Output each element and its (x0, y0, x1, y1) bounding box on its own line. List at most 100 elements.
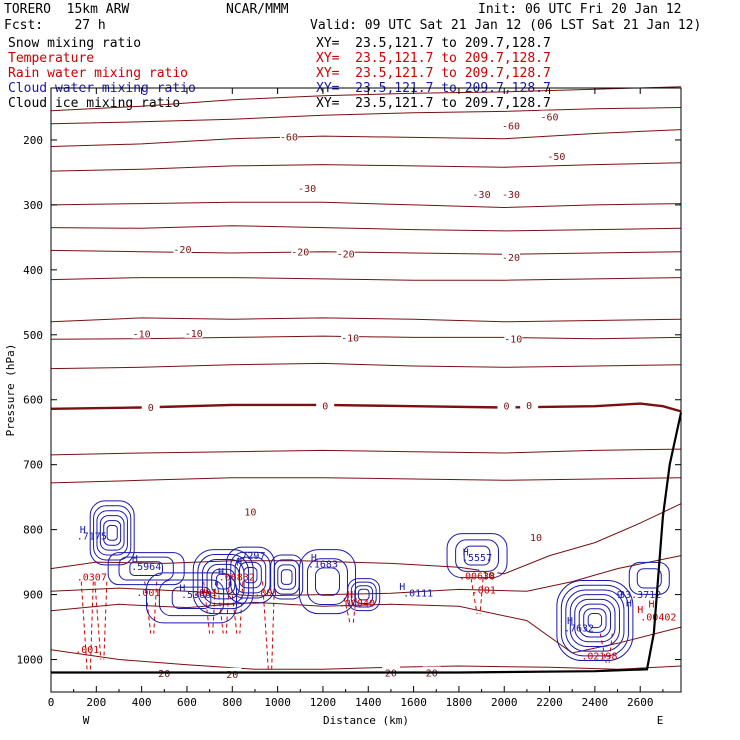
cloud-water-label: .5964 (131, 562, 161, 573)
cloud-water-contour (239, 561, 262, 589)
contour-label-bg (279, 130, 298, 142)
plot-frame (50, 87, 682, 693)
contour-label-bg (520, 398, 539, 410)
contour-label: -10 (133, 329, 151, 340)
y-tick-label: 300 (23, 199, 43, 212)
rain-contour (94, 581, 108, 660)
legend-entry: Rain water mixing ratio (8, 66, 189, 81)
cloud-water-label: .7175 (77, 531, 107, 542)
contour-label-bg (298, 182, 317, 194)
isotherm-line (50, 129, 682, 147)
cloud-water-contour (306, 558, 348, 605)
cloud-water-contour (171, 586, 212, 610)
legend-xy: XY= 23.5,121.7 to 209.7,128.7 (316, 51, 551, 66)
x-tick-label: 600 (177, 696, 197, 709)
cloud-water-contour (347, 578, 381, 612)
cloud-water-contour (243, 566, 258, 584)
cloud-water-contour (106, 524, 118, 541)
cloud-water-label: H (567, 616, 573, 627)
x-tick-label: 1200 (310, 696, 337, 709)
cloud-water-contour (455, 539, 499, 572)
header-center: NCAR/MMM (226, 2, 289, 17)
y-tick-label: 400 (23, 264, 43, 277)
contour-label: 20 (158, 669, 170, 680)
contour-label-bg (526, 530, 545, 542)
y-tick-label: 600 (23, 394, 43, 407)
rain-contour (203, 581, 217, 634)
cloud-water-contour (314, 567, 340, 596)
cloud-water-label: H (218, 567, 224, 578)
contour-label: -20 (173, 245, 191, 256)
cloud-water-contour (99, 515, 125, 551)
contour-label: -10 (504, 335, 522, 346)
isotherm-line (50, 335, 682, 340)
header-init: Init: 06 UTC Fri 20 Jan 12 (478, 2, 682, 17)
cloud-water-contour (350, 581, 377, 608)
cloud-water-contour (354, 585, 374, 604)
x-tick-label: 1400 (355, 696, 382, 709)
contour-label-bg (502, 187, 521, 199)
east-label: E (657, 714, 664, 727)
isotherm-line (50, 649, 682, 670)
rain-label: .001 (136, 588, 160, 599)
legend-entry: Snow mixing ratio (8, 36, 142, 51)
legend-xy: XY= 23.5,121.7 to 209.7,128.7 (316, 96, 551, 111)
cloud-water-contour (636, 568, 662, 589)
header-fcst: Fcst: 27 h (4, 18, 106, 33)
isotherm-line (50, 317, 682, 323)
cloud-water-label: H (132, 554, 138, 565)
rain-contour (343, 597, 357, 624)
cloud-water-contour (158, 579, 225, 617)
contour-label: -10 (341, 333, 359, 344)
cloud-water-contour (270, 554, 304, 600)
x-tick-label: 200 (86, 696, 106, 709)
cloud-water-contour (129, 561, 163, 576)
contour-label: 10 (482, 571, 494, 582)
cloud-water-contour (578, 603, 612, 638)
cloud-water-label: .0111 (403, 589, 433, 600)
cloud-water-contour (277, 564, 297, 590)
y-tick-label: 500 (23, 329, 43, 342)
contour-label-bg (241, 505, 260, 517)
contour-label-bg (502, 250, 521, 262)
cloud-water-contour (192, 549, 254, 615)
contour-label: 10 (244, 507, 256, 518)
header-title: TORERO 15km ARW (4, 2, 130, 17)
contour-label: 0 (322, 402, 328, 413)
contour-label: -20 (291, 248, 309, 259)
isotherm-line (50, 86, 682, 112)
rain-label: .02198 (581, 652, 617, 663)
isotherm-line (50, 477, 682, 484)
contour-label: 20 (426, 669, 438, 680)
contour-label: 0 (526, 401, 532, 412)
cloud-water-contour (107, 552, 185, 586)
isotherm-line (50, 448, 682, 456)
cloud-water-contour (201, 558, 245, 605)
rain-label: H (347, 590, 353, 601)
rain-label: H (649, 600, 655, 611)
cloud-water-contour (565, 589, 625, 652)
rain-label: .001 (75, 645, 99, 656)
contour-label-bg (341, 331, 360, 343)
rain-contour (216, 581, 230, 634)
isotherm-line (50, 402, 682, 413)
x-tick-label: 400 (132, 696, 152, 709)
cloud-water-label: H (80, 525, 86, 536)
cloud-water-contour (89, 500, 135, 566)
contour-label: -50 (547, 152, 565, 163)
contour-label: 10 (530, 533, 542, 544)
x-tick-label: 1000 (264, 696, 291, 709)
contour-label: 20 (385, 669, 397, 680)
contour-label-bg (184, 326, 203, 338)
legend-entry: Temperature (8, 51, 95, 66)
contour-label: 0 (503, 402, 509, 413)
cloud-water-contour (234, 556, 267, 594)
contour-label-bg (141, 400, 160, 412)
isotherm-line (50, 225, 682, 232)
legend-xy: XY= 23.5,121.7 to 209.7,128.7 (316, 36, 551, 51)
contour-label: -20 (502, 253, 520, 264)
contour-label-bg (472, 187, 491, 199)
terrain-line (51, 412, 683, 674)
contour-label: -30 (502, 190, 520, 201)
